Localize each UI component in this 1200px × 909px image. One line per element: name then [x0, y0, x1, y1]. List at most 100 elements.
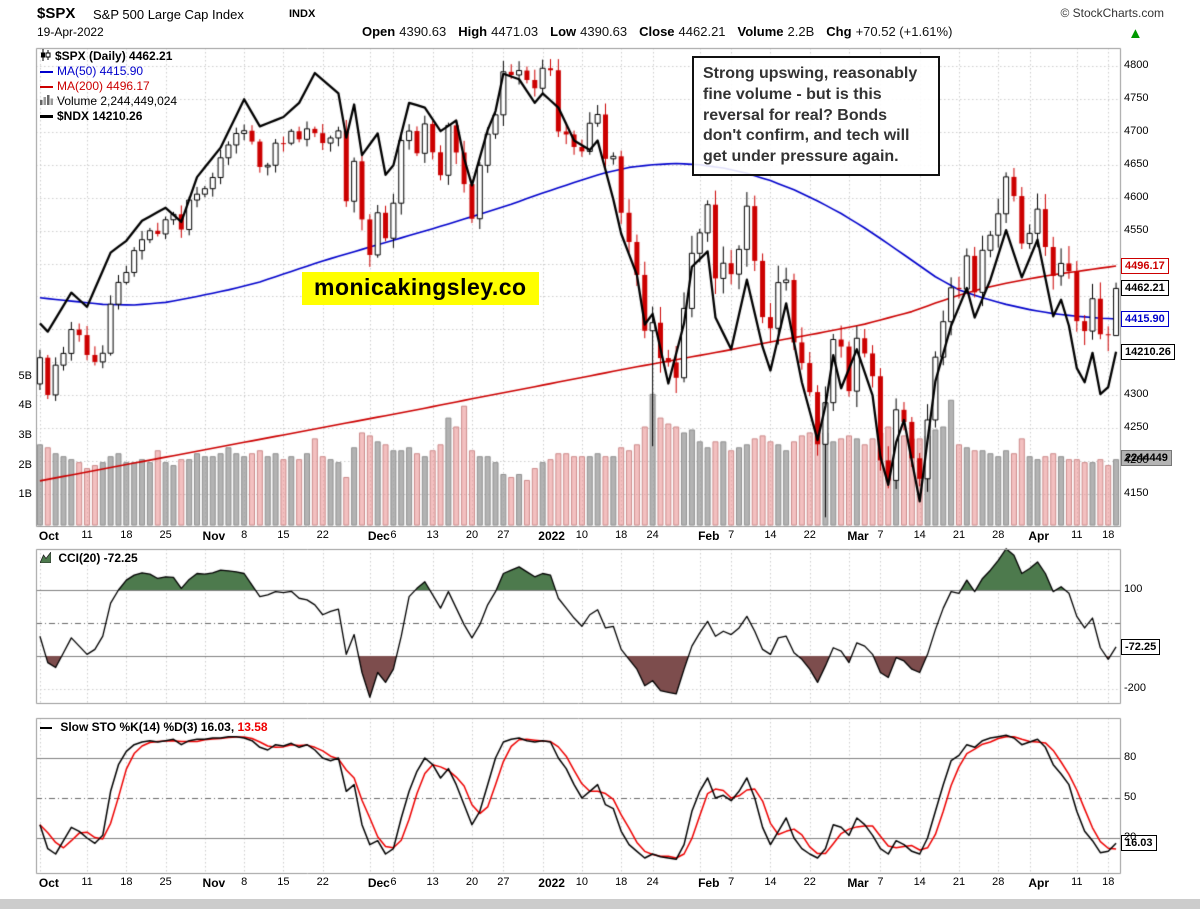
price-tick-label: 4700: [1124, 124, 1149, 137]
x-tick-label: 15: [277, 876, 290, 888]
x-tick-label: 10: [575, 876, 589, 888]
exchange-label: INDX: [289, 8, 316, 20]
x-tick-label: 21: [952, 529, 966, 541]
legend-label: $SPX (Daily) 4462.21: [55, 49, 173, 64]
x-tick-label: Apr: [1028, 529, 1049, 543]
x-tick-label: 14: [764, 876, 777, 888]
quote-field-value: 4471.03: [491, 24, 539, 39]
x-tick-label: Nov: [202, 876, 226, 890]
volume-bars-icon: [40, 94, 53, 109]
legend-item: $SPX (Daily) 4462.21: [40, 49, 177, 64]
watermark-label: monicakingsley.co: [302, 272, 539, 305]
volume-tick-label: 1B: [18, 488, 32, 501]
price-tick-label: 4650: [1124, 157, 1149, 170]
volume-tick-label: 3B: [18, 428, 32, 441]
cci-tick-label: -200: [1124, 682, 1147, 694]
x-tick-label: 2022: [538, 876, 565, 890]
x-tick-label: 8: [241, 529, 248, 541]
main-chart-legend: $SPX (Daily) 4462.21 MA(50) 4415.90 MA(200…: [40, 49, 177, 124]
x-tick-label: 18: [120, 529, 133, 541]
ma200-price-box: 4496.17: [1121, 258, 1169, 274]
x-tick-label: 24: [646, 876, 659, 888]
volume-value-box: 2244449: [1121, 450, 1172, 466]
x-tick-label: Feb: [698, 529, 720, 543]
cci-panel-label: CCI(20) -72.25: [39, 550, 138, 566]
ndx-line-icon: [40, 115, 53, 119]
annotation-note: Strong upswing, reasonably fine volume -…: [692, 56, 940, 176]
ticker-symbol: $SPX: [37, 5, 76, 22]
chart-date: 19-Apr-2022: [37, 25, 104, 39]
legend-item: MA(200) 4496.17: [40, 79, 177, 94]
ma-line-icon: [40, 70, 53, 73]
legend-label: MA(50) 4415.90: [57, 64, 144, 78]
price-tick-label: 4600: [1124, 190, 1149, 203]
ndx-price-box: 14210.26: [1121, 344, 1175, 360]
x-tick-label: 2022: [538, 529, 565, 543]
cci-area-icon: [39, 550, 52, 566]
x-tick-label: 27: [497, 876, 510, 888]
x-tick-label: 11: [81, 876, 93, 888]
ohlc-quote-row: Open 4390.63 High 4471.03 Low 4390.63 Close 446…: [362, 24, 964, 39]
x-tick-label: 24: [646, 529, 659, 541]
sto-tick-label: 80: [1124, 751, 1137, 763]
change-up-arrow-icon: ▲: [1128, 25, 1143, 42]
sto-percentd-value: 13.58: [237, 720, 268, 734]
x-tick-label: Oct: [38, 876, 59, 890]
price-tick-label: 4150: [1124, 487, 1149, 500]
x-tick-label: 7: [728, 529, 735, 541]
price-tick-label: 4200: [1124, 454, 1149, 467]
x-tick-label: Mar: [847, 529, 869, 543]
copyright-notice: © StockCharts.com: [1060, 6, 1164, 20]
ma50-price-box: 4415.90: [1121, 311, 1169, 327]
quote-field-label: Close: [639, 24, 675, 39]
cci-label-text: CCI(20) -72.25: [58, 551, 138, 565]
x-tick-label: 7: [877, 529, 884, 541]
bottom-strip: [0, 899, 1200, 909]
price-tick-label: 4750: [1124, 91, 1149, 104]
x-tick-label: 25: [159, 529, 172, 541]
x-tick-label: 21: [952, 876, 966, 888]
x-tick-label: 22: [316, 876, 329, 888]
x-tick-label: Apr: [1028, 876, 1049, 890]
x-tick-label: 25: [159, 876, 172, 888]
volume-tick-label: 5B: [18, 369, 32, 382]
x-tick-label: 6: [390, 876, 397, 888]
x-tick-label: 6: [390, 529, 397, 541]
price-tick-label: 4550: [1124, 223, 1149, 236]
x-tick-label: 7: [877, 876, 884, 888]
close-price-box: 4462.21: [1121, 280, 1169, 296]
x-tick-label: 14: [764, 529, 777, 541]
legend-item: Volume 2,244,449,024: [40, 94, 177, 109]
x-tick-label: 22: [316, 529, 329, 541]
quote-field-label: Volume: [737, 24, 784, 39]
price-tick-label: 4250: [1124, 421, 1149, 434]
quote-field-value: 4390.63: [580, 24, 628, 39]
x-tick-label: 22: [803, 876, 816, 888]
x-tick-label: Dec: [367, 876, 390, 890]
x-tick-label: 15: [277, 529, 290, 541]
cci-last-value-box: -72.25: [1121, 639, 1161, 655]
x-tick-label: 11: [81, 529, 93, 541]
index-name: S&P 500 Large Cap Index: [93, 7, 244, 22]
x-tick-label: 28: [992, 529, 1005, 541]
x-tick-label: 13: [426, 529, 439, 541]
sto-label-text: Slow STO %K(14) %D(3) 16.03,: [60, 720, 235, 734]
x-tick-label: 18: [615, 529, 628, 541]
quote-field-label: Open: [362, 24, 396, 39]
legend-label: Volume 2,244,449,024: [57, 94, 178, 108]
cci-tick-label: 100: [1124, 583, 1143, 595]
x-tick-label: Mar: [847, 876, 869, 890]
sto-last-value-box: 16.03: [1121, 835, 1157, 851]
x-tick-label: 13: [426, 876, 439, 888]
legend-item: $NDX 14210.26: [40, 109, 177, 124]
x-tick-label: 28: [992, 876, 1005, 888]
x-tick-label: 11: [1071, 876, 1083, 888]
price-tick-label: 4300: [1124, 388, 1149, 401]
volume-tick-label: 2B: [18, 458, 32, 471]
volume-tick-label: 4B: [18, 399, 32, 412]
x-tick-label: 14: [913, 876, 926, 888]
sto-panel-label: Slow STO %K(14) %D(3) 16.03, 13.58: [40, 720, 268, 734]
sto-line-icon: [40, 726, 52, 729]
quote-field-label: Chg: [826, 24, 852, 39]
